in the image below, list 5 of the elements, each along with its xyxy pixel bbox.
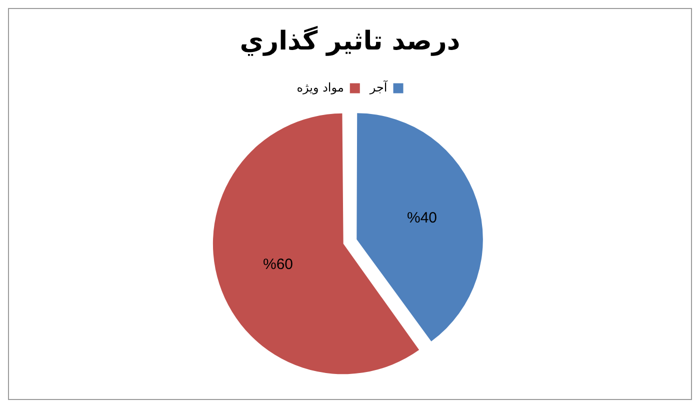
legend-label: مواد ويژه [296,80,344,94]
data-label: %40 [406,209,438,226]
legend-label: آجر [368,79,388,94]
chart-title: درصد تاثير گذاري [240,25,460,56]
data-label: %60 [262,256,294,274]
